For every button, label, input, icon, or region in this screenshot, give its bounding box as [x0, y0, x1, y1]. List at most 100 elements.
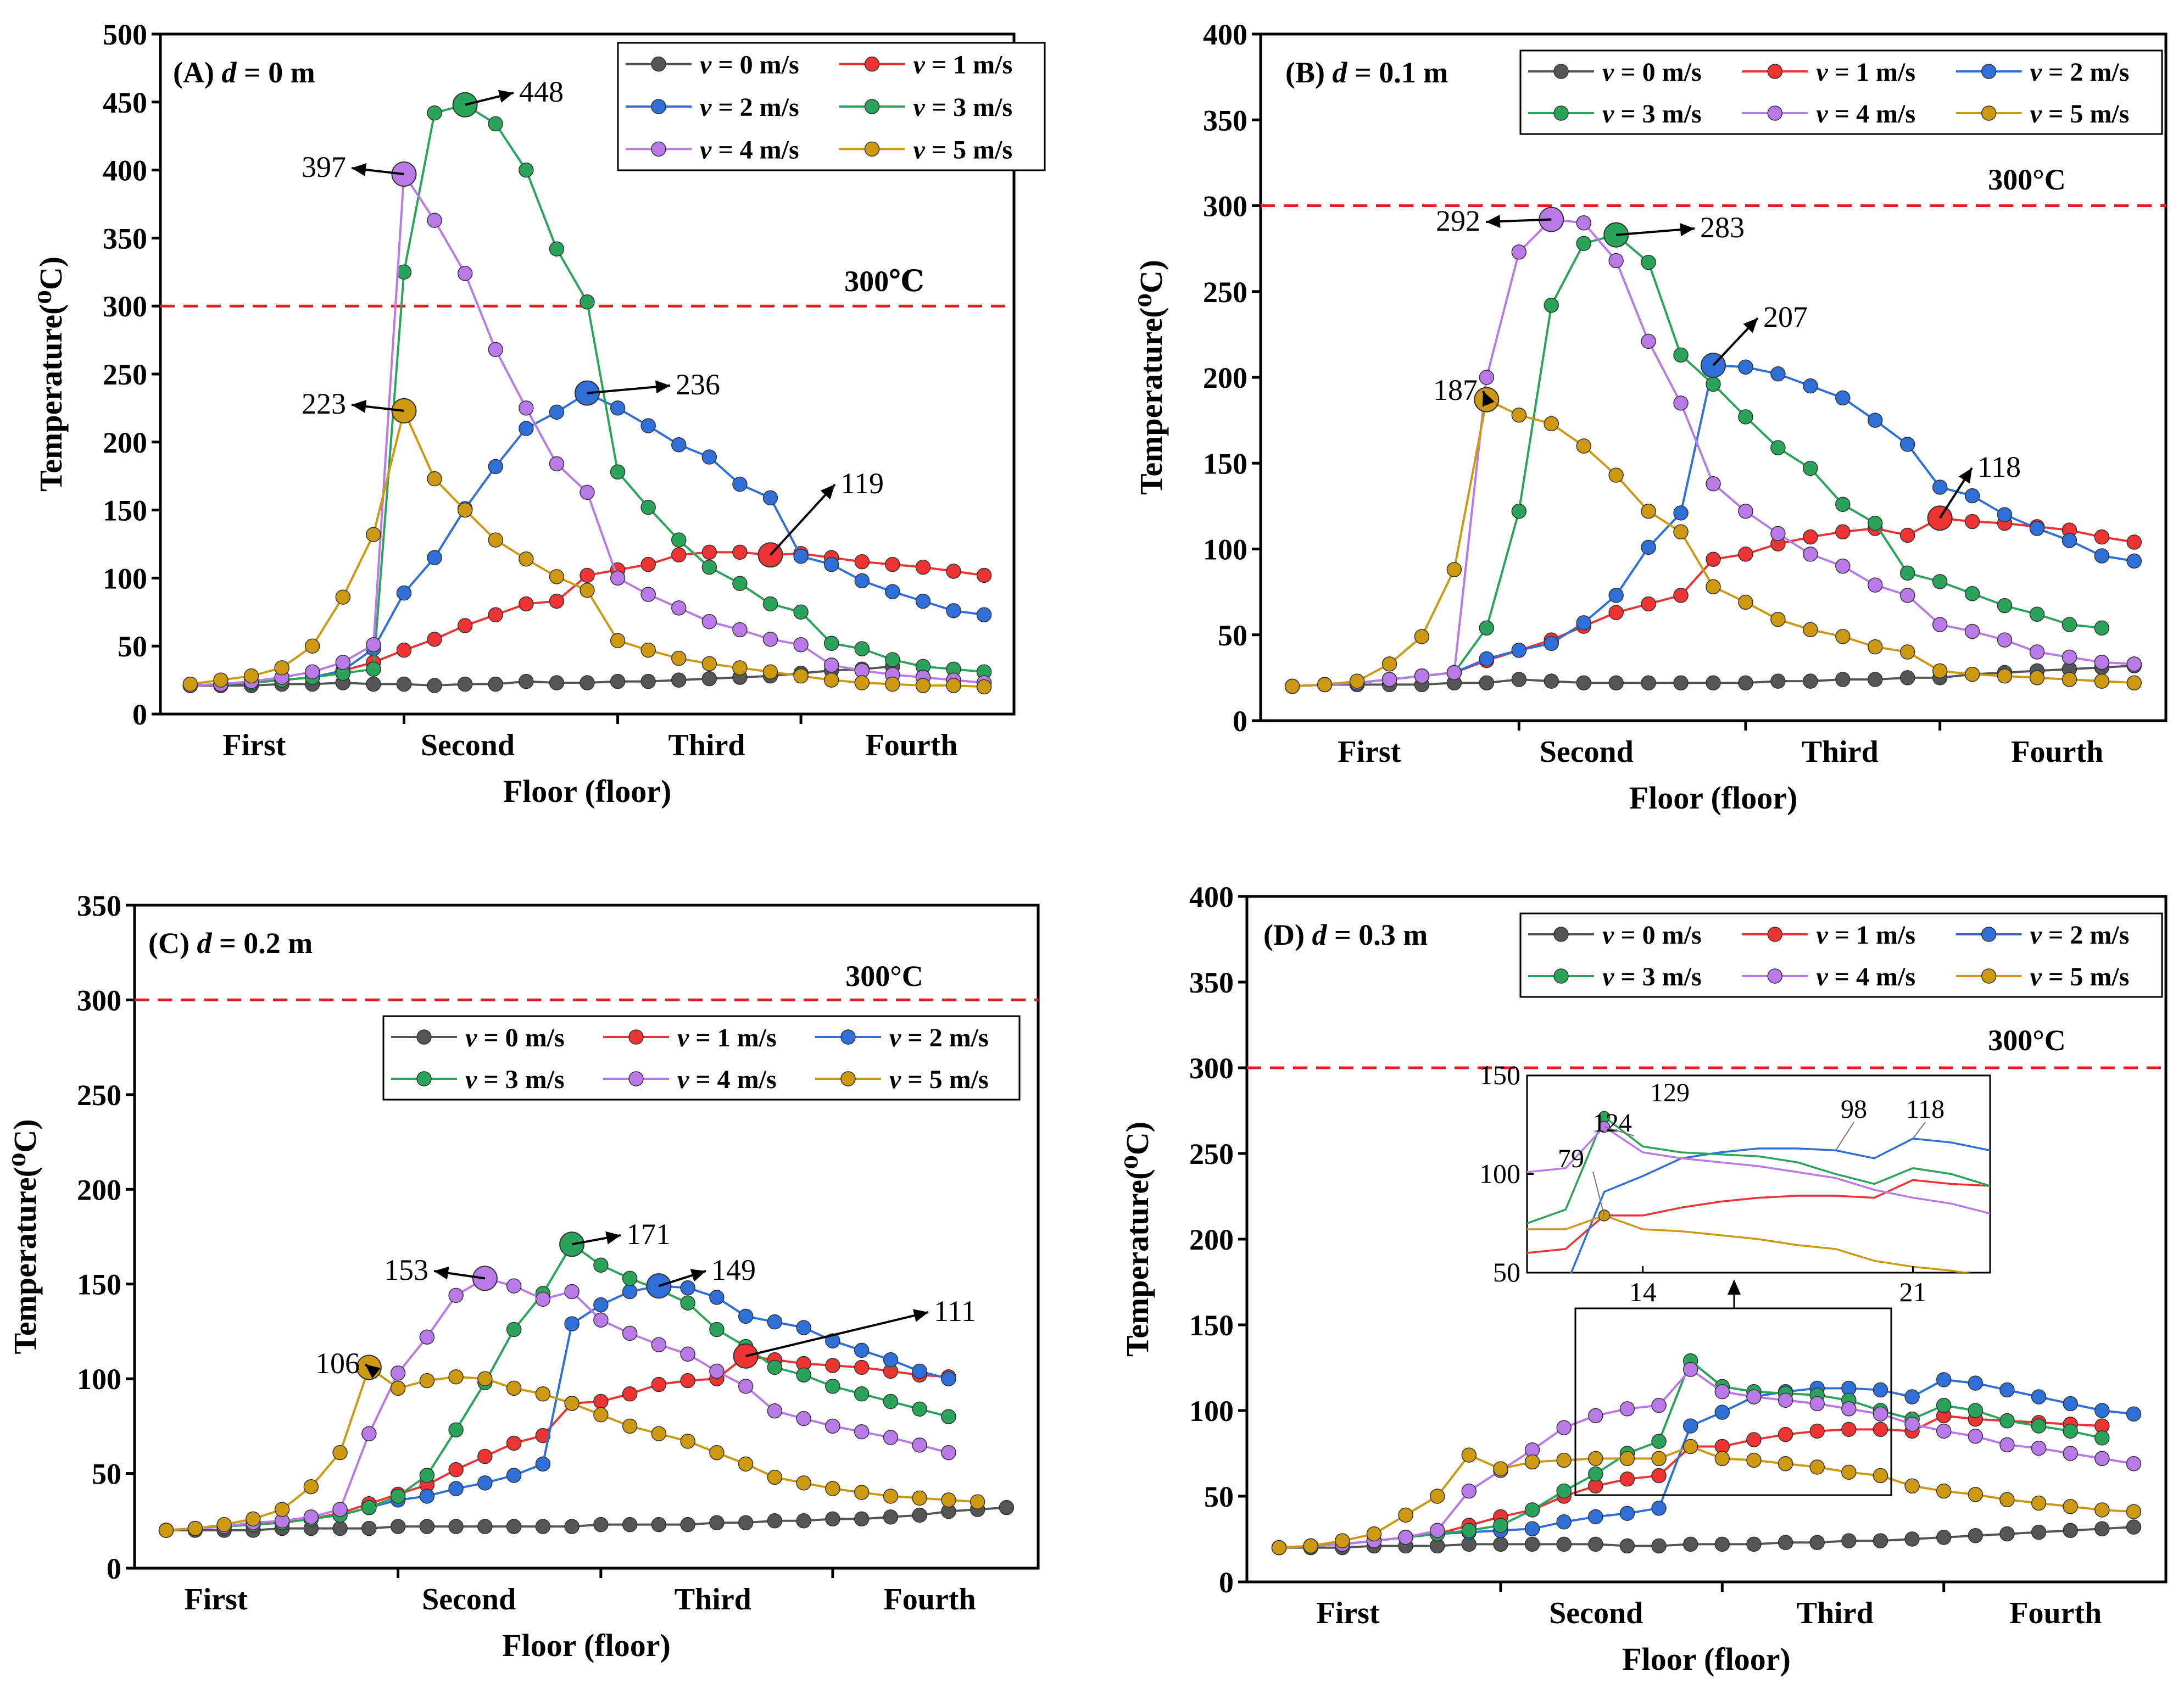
data-point: [671, 672, 687, 688]
x-category-label: Third: [675, 1582, 751, 1617]
data-point: [885, 652, 900, 667]
data-point: [1651, 1397, 1667, 1413]
data-point: [854, 1424, 870, 1440]
data-point: [941, 1445, 956, 1461]
data-point: [912, 1401, 927, 1417]
data-point: [941, 1409, 956, 1424]
data-point: [912, 1507, 927, 1523]
data-point: [1835, 524, 1851, 539]
x-category-label: Second: [421, 728, 515, 762]
y-tick-label: 350: [1203, 104, 1247, 137]
legend-label-rest: = 2 m/s: [2042, 58, 2129, 87]
data-point: [448, 1519, 464, 1534]
data-point: [1899, 670, 1915, 685]
data-point: [1381, 672, 1397, 687]
x-category-label: Third: [1802, 735, 1879, 769]
y-tick-label: 300: [1189, 1052, 1234, 1085]
data-point: [640, 556, 656, 572]
data-point: [885, 676, 900, 692]
data-point: [854, 1485, 870, 1500]
data-point: [506, 1435, 522, 1451]
legend-swatch-marker: [651, 56, 666, 72]
annotation-arrowhead: [655, 380, 670, 394]
panel-B: 0 50 100 150 200 250 300 350 400 First Second Third…: [1133, 18, 2168, 816]
legend-swatch-marker: [864, 141, 880, 157]
inset-series-line-4: [1527, 1125, 1990, 1215]
data-point: [1682, 1362, 1698, 1377]
annotation-label: 292: [1436, 204, 1480, 237]
data-point: [2063, 1446, 2078, 1461]
y-tick-label: 250: [1189, 1138, 1234, 1171]
data-point: [1899, 644, 1915, 660]
legend-swatch-marker: [864, 56, 880, 72]
legend-label: v = 4 m/s: [700, 135, 799, 164]
data-point: [274, 660, 289, 676]
data-point: [1429, 1489, 1445, 1504]
data-point: [427, 105, 442, 121]
data-point: [2031, 1389, 2047, 1404]
data-point: [564, 1396, 580, 1411]
data-point: [854, 1359, 870, 1375]
y-tick-label: 200: [103, 426, 147, 459]
data-point: [564, 1284, 580, 1300]
data-point: [854, 675, 870, 690]
y-tick-label: 400: [1203, 18, 1247, 51]
legend-label: v = 2 m/s: [2030, 921, 2130, 950]
data-point: [732, 660, 748, 676]
data-point: [1673, 524, 1689, 539]
data-point: [1899, 588, 1915, 603]
data-point: [1303, 1538, 1318, 1554]
x-category-label: Second: [422, 1582, 516, 1617]
data-point: [1936, 1483, 1952, 1499]
panel-title-prefix: (B): [1285, 56, 1332, 89]
data-point: [671, 547, 687, 563]
data-point: [1904, 1417, 1920, 1432]
data-point: [793, 549, 809, 564]
data-point: [1904, 1478, 1920, 1494]
y-tick-label: 100: [103, 562, 147, 595]
legend-label: v = 1 m/s: [677, 1023, 777, 1052]
data-point: [427, 471, 442, 487]
data-point: [651, 1337, 667, 1352]
data-point: [1588, 1509, 1603, 1525]
inset-series-line-5: [1527, 1214, 1971, 1273]
data-point: [1841, 1422, 1857, 1437]
data-point: [946, 603, 961, 618]
data-point: [1651, 1501, 1667, 1516]
data-point: [506, 1380, 522, 1396]
panel-title-prefix: (C): [148, 927, 197, 960]
data-point: [1932, 617, 1948, 632]
data-point: [1746, 1389, 1762, 1404]
data-point: [1414, 668, 1430, 684]
legend-label-v: v: [913, 93, 926, 122]
legend-label: v = 3 m/s: [1602, 99, 1702, 129]
data-point: [825, 1481, 840, 1496]
y-tick-label: 50: [118, 630, 147, 663]
data-point: [622, 1284, 638, 1300]
data-point: [2126, 1519, 2142, 1535]
plot-frame: [133, 904, 1040, 1570]
legend-label-rest: = 4 m/s: [1828, 962, 1915, 991]
x-axis-label: Floor (floor): [1622, 1641, 1791, 1677]
x-category-label: Third: [668, 728, 745, 762]
y-tick-label: 250: [1203, 276, 1247, 309]
data-point: [1608, 467, 1624, 483]
data-point: [2126, 1406, 2142, 1422]
y-tick-label: 0: [107, 1552, 121, 1585]
data-point: [1619, 1538, 1635, 1554]
data-point: [823, 636, 839, 651]
data-point: [709, 1322, 725, 1337]
data-point: [396, 642, 412, 658]
data-point: [671, 437, 687, 453]
data-point: [671, 650, 687, 666]
data-point: [1997, 668, 2013, 684]
y-tick-label: 200: [77, 1173, 121, 1206]
data-point: [915, 593, 931, 609]
data-point: [1446, 562, 1462, 577]
data-point: [1867, 639, 1883, 655]
data-point: [1641, 333, 1656, 349]
legend-label-rest: = 0 m/s: [711, 51, 799, 80]
data-point: [1835, 559, 1851, 574]
data-point: [767, 1314, 783, 1330]
inset-annotation-leader: [1835, 1122, 1854, 1151]
